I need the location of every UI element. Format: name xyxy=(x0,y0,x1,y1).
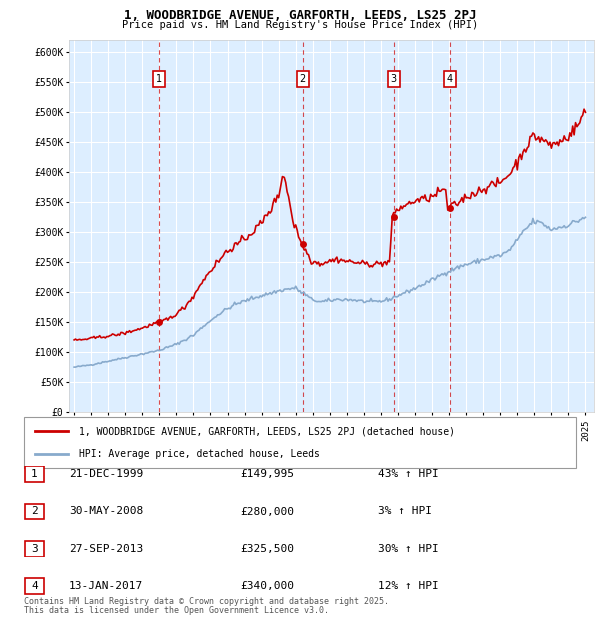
Text: HPI: Average price, detached house, Leeds: HPI: Average price, detached house, Leed… xyxy=(79,449,320,459)
Text: £340,000: £340,000 xyxy=(240,581,294,591)
FancyBboxPatch shape xyxy=(25,578,44,594)
Text: 1, WOODBRIDGE AVENUE, GARFORTH, LEEDS, LS25 2PJ (detached house): 1, WOODBRIDGE AVENUE, GARFORTH, LEEDS, L… xyxy=(79,427,455,436)
Text: 4: 4 xyxy=(447,74,453,84)
Text: 43% ↑ HPI: 43% ↑ HPI xyxy=(378,469,439,479)
Text: £325,500: £325,500 xyxy=(240,544,294,554)
Text: 3: 3 xyxy=(391,74,397,84)
Text: 12% ↑ HPI: 12% ↑ HPI xyxy=(378,581,439,591)
Text: 27-SEP-2013: 27-SEP-2013 xyxy=(69,544,143,554)
Text: 13-JAN-2017: 13-JAN-2017 xyxy=(69,581,143,591)
Text: 30% ↑ HPI: 30% ↑ HPI xyxy=(378,544,439,554)
Text: 3: 3 xyxy=(31,544,38,554)
Text: 2: 2 xyxy=(300,74,306,84)
Text: 1: 1 xyxy=(156,74,163,84)
Text: Price paid vs. HM Land Registry's House Price Index (HPI): Price paid vs. HM Land Registry's House … xyxy=(122,20,478,30)
Text: 1: 1 xyxy=(31,469,38,479)
FancyBboxPatch shape xyxy=(25,541,44,557)
FancyBboxPatch shape xyxy=(24,417,576,468)
Text: £280,000: £280,000 xyxy=(240,507,294,516)
Text: 3% ↑ HPI: 3% ↑ HPI xyxy=(378,507,432,516)
Text: Contains HM Land Registry data © Crown copyright and database right 2025.: Contains HM Land Registry data © Crown c… xyxy=(24,597,389,606)
Text: This data is licensed under the Open Government Licence v3.0.: This data is licensed under the Open Gov… xyxy=(24,606,329,615)
Text: 2: 2 xyxy=(31,507,38,516)
FancyBboxPatch shape xyxy=(25,466,44,482)
Text: 30-MAY-2008: 30-MAY-2008 xyxy=(69,507,143,516)
Text: 4: 4 xyxy=(31,581,38,591)
Text: £149,995: £149,995 xyxy=(240,469,294,479)
Text: 1, WOODBRIDGE AVENUE, GARFORTH, LEEDS, LS25 2PJ: 1, WOODBRIDGE AVENUE, GARFORTH, LEEDS, L… xyxy=(124,9,476,22)
Text: 21-DEC-1999: 21-DEC-1999 xyxy=(69,469,143,479)
FancyBboxPatch shape xyxy=(25,503,44,520)
